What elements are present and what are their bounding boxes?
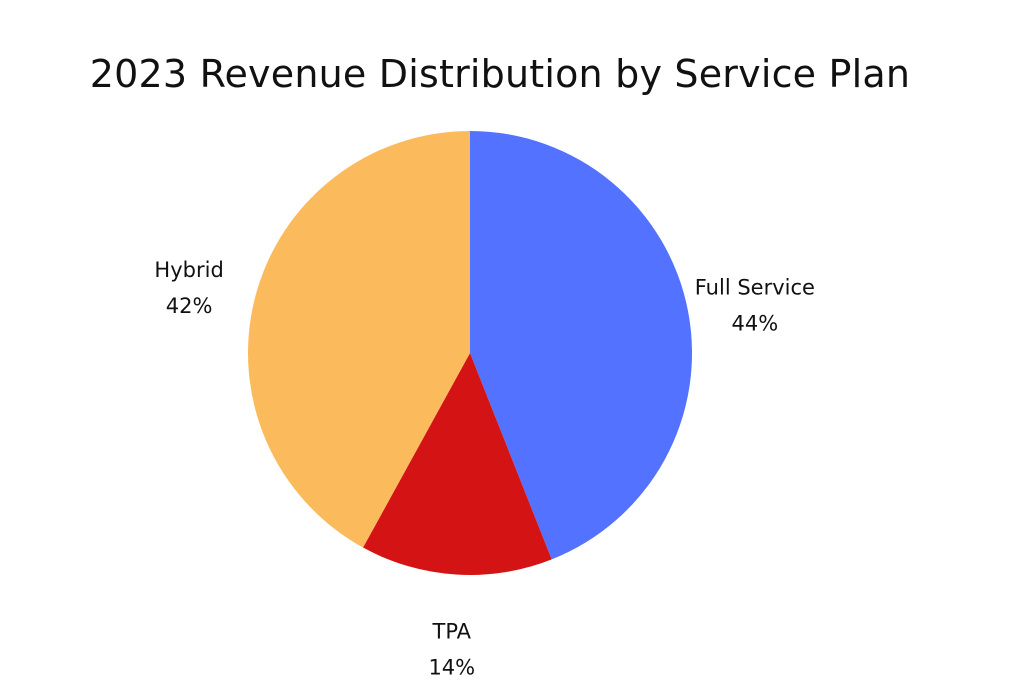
chart-frame: 2023 Revenue Distribution by Service Pla… [89,52,910,680]
pie-slice-hybrid [247,131,470,548]
slice-percent-hybrid: 42% [166,294,213,318]
slice-label-full-service: Full Service [695,276,815,300]
slice-percent-full-service: 44% [732,312,779,336]
slice-percent-tpa: 14% [428,655,475,679]
pie-slices [247,131,693,575]
chart-title: 2023 Revenue Distribution by Service Pla… [89,52,911,96]
pie-labels: Full Service 44% TPA 14% Hybrid 42% [154,258,815,680]
slice-label-tpa: TPA [432,619,472,643]
slice-label-hybrid: Hybrid [154,258,223,282]
pie-slice-tpa [363,353,552,575]
pie-chart: Full Service 44% TPA 14% Hybrid 42% [154,131,815,680]
pie-slice-full-service [470,131,693,560]
